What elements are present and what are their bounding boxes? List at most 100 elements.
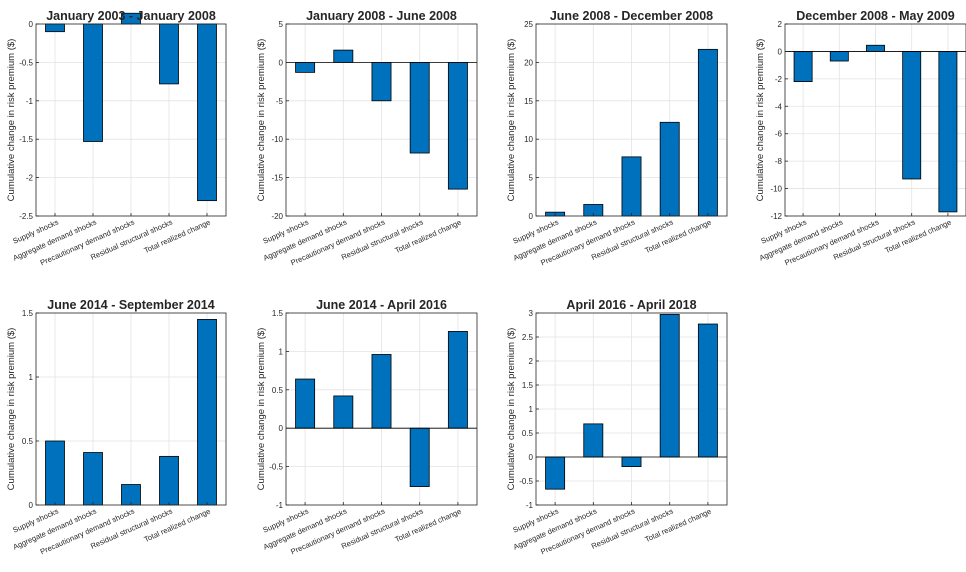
bar-total-realized-change	[447, 331, 468, 429]
x-tick-label: Total realized change	[643, 218, 712, 255]
y-tick-label: 0.5	[22, 437, 34, 446]
bar-precautionary-demand-shocks	[621, 156, 642, 217]
y-tick-label: -12	[770, 212, 782, 221]
bar-precautionary-demand-shocks	[371, 62, 392, 102]
y-tick-label: 0	[279, 58, 284, 67]
bar-supply-shocks	[295, 378, 316, 429]
bar-total-realized-change	[697, 48, 718, 217]
subplot-title: January 2003 - January 2008	[46, 9, 216, 23]
bar-aggregate-demand-shocks	[583, 423, 604, 458]
y-axis-label: Cumulative change in risk premium ($)	[256, 328, 267, 491]
subplot-title: April 2016 - April 2018	[566, 298, 696, 312]
y-tick-label: -8	[775, 157, 783, 166]
x-tick-label: Total realized change	[393, 507, 462, 544]
bar-supply-shocks	[45, 23, 65, 33]
y-tick-label: -5	[276, 97, 284, 106]
bar-precautionary-demand-shocks	[121, 484, 141, 506]
y-tick-label: 0	[29, 501, 34, 510]
y-tick-label: 3	[529, 309, 534, 318]
y-tick-label: 20	[524, 58, 533, 67]
y-tick-label: -6	[775, 130, 783, 139]
y-tick-label: -0.5	[19, 58, 33, 67]
bar-residual-structural-shocks	[159, 23, 179, 85]
y-tick-label: 1.5	[22, 309, 34, 318]
bar-total-realized-change	[697, 323, 718, 458]
y-tick-label: -10	[271, 135, 283, 144]
y-tick-label: 2	[778, 20, 783, 29]
x-tick-label: Total realized change	[393, 218, 462, 255]
y-tick-label: 5	[279, 20, 284, 29]
y-tick-label: -1	[26, 97, 34, 106]
y-axis-label: Cumulative change in risk premium ($)	[256, 39, 267, 202]
x-tick-label: Total realized change	[883, 218, 952, 255]
y-tick-label: -4	[775, 102, 783, 111]
y-tick-label: -2.5	[19, 212, 33, 221]
y-tick-label: -2	[775, 75, 783, 84]
y-tick-label: 0	[778, 47, 783, 56]
subplot-title: June 2014 - April 2016	[316, 298, 447, 312]
y-tick-label: 0	[529, 453, 534, 462]
y-axis-label: Cumulative change in risk premium ($)	[506, 39, 517, 202]
y-tick-label: 1	[529, 405, 534, 414]
bar-residual-structural-shocks	[659, 314, 680, 458]
y-tick-label: 2.5	[522, 333, 534, 342]
y-tick-label: -0.5	[519, 477, 533, 486]
y-tick-label: 1.5	[522, 381, 534, 390]
bar-residual-structural-shocks	[409, 62, 430, 154]
subplot-title: June 2008 - December 2008	[550, 9, 713, 23]
bar-supply-shocks	[45, 440, 65, 506]
y-tick-label: 2	[529, 357, 534, 366]
bar-supply-shocks	[545, 456, 566, 490]
y-tick-label: 1	[29, 373, 34, 382]
bar-precautionary-demand-shocks	[866, 44, 885, 52]
subplot-title: January 2008 - June 2008	[306, 9, 457, 23]
x-tick-label: Total realized change	[143, 507, 212, 544]
y-tick-label: 0	[529, 212, 534, 221]
y-tick-label: -20	[271, 212, 283, 221]
y-tick-label: 0.5	[522, 429, 534, 438]
bar-aggregate-demand-shocks	[83, 23, 103, 142]
bar-aggregate-demand-shocks	[83, 452, 103, 506]
subplot-title: June 2014 - September 2014	[47, 298, 214, 312]
y-tick-label: 1.5	[272, 309, 284, 318]
bar-residual-structural-shocks	[902, 51, 922, 180]
bar-aggregate-demand-shocks	[333, 395, 354, 429]
bar-precautionary-demand-shocks	[371, 354, 392, 429]
bar-supply-shocks	[793, 51, 813, 82]
subplot-title: December 2008 - May 2009	[796, 9, 954, 23]
y-tick-label: 0	[29, 20, 34, 29]
x-tick-label: Total realized change	[643, 507, 712, 544]
y-axis-label: Cumulative change in risk premium ($)	[6, 328, 17, 491]
y-tick-label: 0.5	[272, 386, 284, 395]
y-axis-label: Cumulative change in risk premium ($)	[506, 328, 517, 491]
y-tick-label: 25	[524, 20, 533, 29]
y-tick-label: -10	[770, 185, 782, 194]
y-tick-label: -15	[271, 174, 283, 183]
bar-total-realized-change	[938, 51, 958, 213]
bar-total-realized-change	[197, 23, 217, 202]
y-tick-label: -1	[276, 501, 284, 510]
y-axis-label: Cumulative change in risk premium ($)	[6, 39, 17, 202]
y-tick-label: 15	[524, 97, 533, 106]
bar-total-realized-change	[197, 318, 217, 506]
bar-residual-structural-shocks	[409, 427, 430, 487]
y-tick-label: 1	[279, 347, 284, 356]
y-tick-label: -0.5	[269, 463, 283, 472]
bar-aggregate-demand-shocks	[829, 51, 849, 62]
y-tick-label: -1	[526, 501, 534, 510]
bar-residual-structural-shocks	[659, 121, 680, 217]
bar-precautionary-demand-shocks	[621, 456, 642, 468]
bar-total-realized-change	[447, 62, 468, 190]
bar-residual-structural-shocks	[159, 455, 179, 506]
y-tick-label: 10	[524, 135, 533, 144]
y-tick-label: 0	[279, 424, 284, 433]
y-tick-label: 5	[529, 174, 534, 183]
bar-supply-shocks	[295, 62, 316, 73]
